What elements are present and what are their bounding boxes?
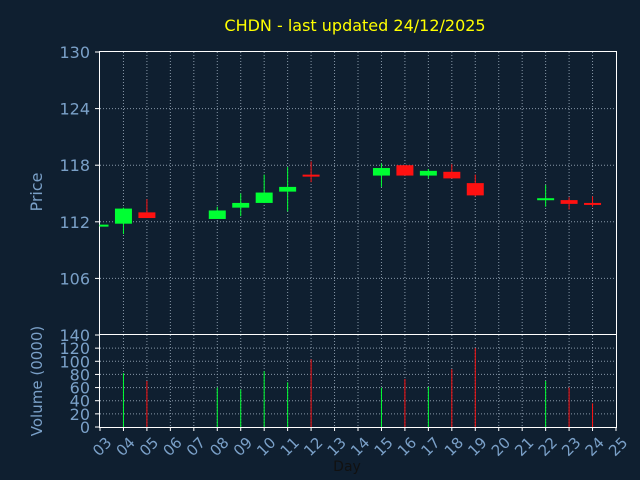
candle-18	[443, 164, 461, 179]
price-tick-label: 112	[59, 213, 90, 232]
volume-tick-label: 140	[59, 326, 90, 345]
candle-05	[138, 199, 156, 219]
candle-body	[466, 183, 484, 196]
candle-body	[114, 208, 132, 224]
price-y-ticks: 106 112 118 124 130	[59, 43, 100, 288]
candle-10	[255, 174, 273, 203]
volume-tick-label: 20	[70, 405, 90, 424]
candle-body	[302, 174, 320, 177]
candle-body	[560, 200, 578, 204]
day-axis-label: Day	[333, 459, 361, 475]
candle-24	[584, 196, 602, 207]
candle-body	[279, 186, 297, 192]
candle-16	[396, 165, 414, 176]
price-panel: 106 112 118 124 130 Price	[27, 43, 617, 335]
price-axis-label: Price	[27, 172, 46, 211]
candle-12	[302, 161, 320, 183]
candles	[99, 161, 602, 235]
candle-body	[419, 170, 437, 176]
volume-tick-label: 100	[59, 352, 90, 371]
candle-04	[114, 207, 132, 235]
candle-03	[99, 224, 109, 227]
candle-19	[466, 174, 484, 197]
candle-body	[443, 171, 461, 179]
candle-22	[537, 185, 555, 207]
volume-tick-label: 40	[70, 392, 90, 411]
volume-tick-label: 60	[70, 379, 90, 398]
price-tick-label: 106	[59, 269, 90, 288]
price-tick-label: 124	[59, 100, 90, 119]
volume-axis-label: Volume (0000)	[28, 326, 46, 436]
candle-09	[232, 193, 250, 217]
volume-tick-label: 80	[70, 365, 90, 384]
candle-body	[100, 224, 109, 227]
candle-body	[537, 198, 555, 201]
volume-tick-label: 120	[59, 339, 90, 358]
price-tick-label: 118	[59, 156, 90, 175]
candle-body	[396, 165, 414, 176]
candle-body	[584, 202, 602, 205]
chart-title: CHDN - last updated 24/12/2025	[224, 16, 485, 35]
candle-body	[232, 202, 250, 208]
price-tick-label: 130	[59, 43, 90, 62]
candle-23	[560, 197, 578, 210]
candle-11	[279, 167, 297, 212]
volume-tick-label: 0	[80, 418, 90, 437]
candle-body	[372, 168, 390, 176]
candle-08	[208, 206, 226, 219]
candle-17	[419, 168, 437, 179]
volume-bars	[122, 348, 594, 427]
candle-body	[138, 212, 156, 219]
candle-15	[372, 163, 390, 187]
candle-body	[255, 192, 273, 203]
candle-body	[208, 210, 226, 219]
